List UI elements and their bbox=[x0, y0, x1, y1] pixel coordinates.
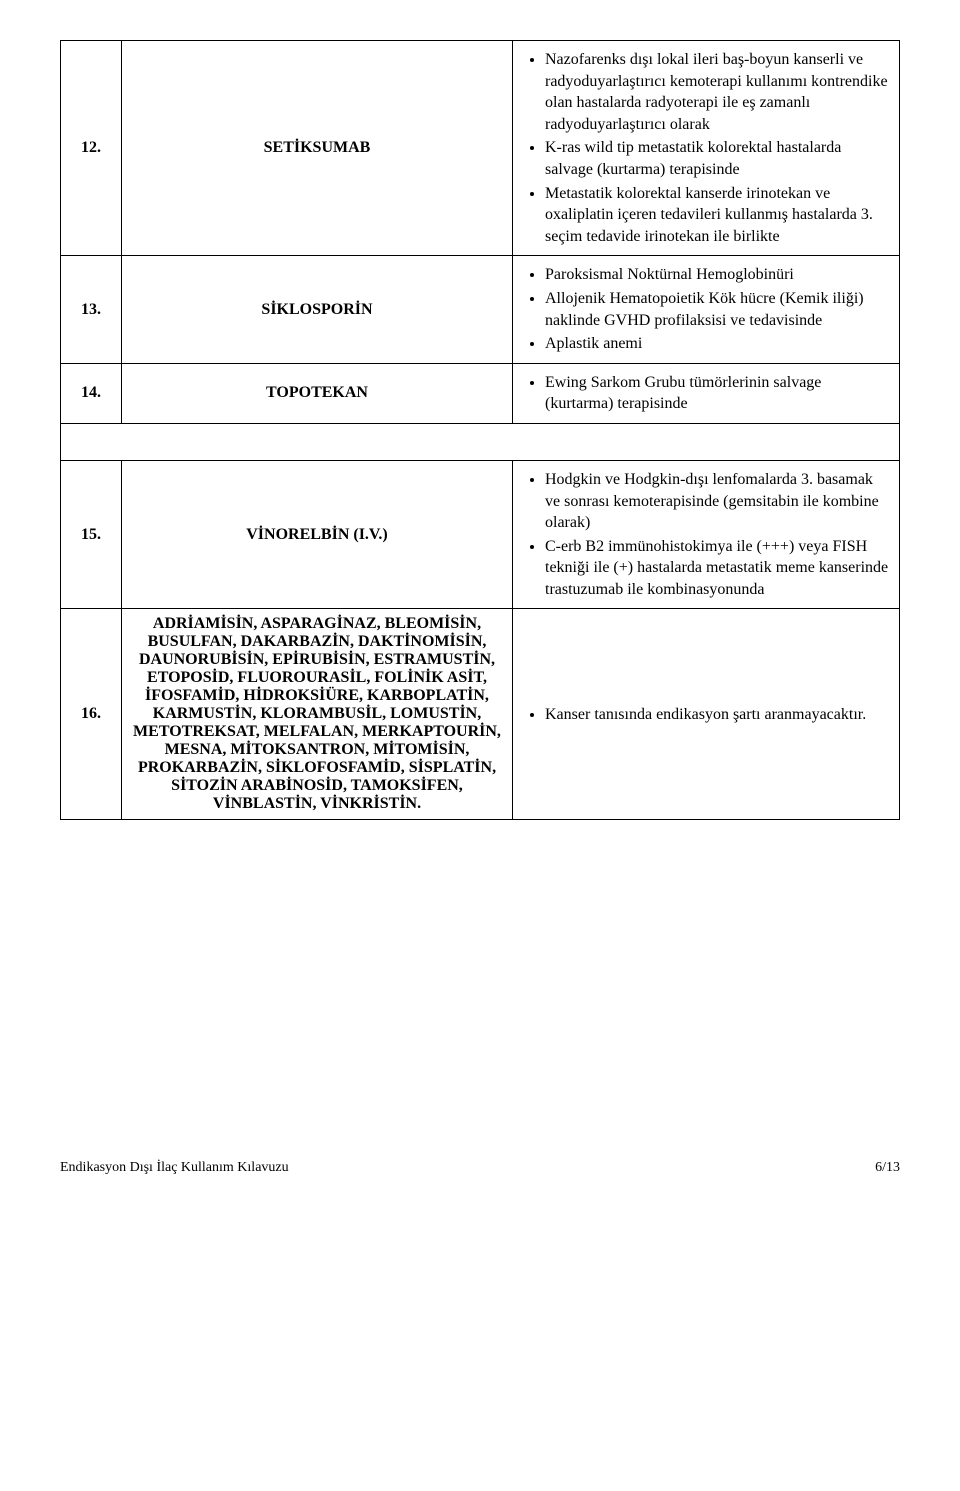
drug-name: ADRİAMİSİN, ASPARAGİNAZ, BLEOMİSİN, BUSU… bbox=[122, 609, 513, 820]
page-footer: Endikasyon Dışı İlaç Kullanım Kılavuzu 6… bbox=[0, 1160, 960, 1206]
row-index: 13. bbox=[61, 256, 122, 363]
bullet-item: Kanser tanısında endikasyon şartı aranma… bbox=[545, 704, 889, 726]
bullet-item: Aplastik anemi bbox=[545, 333, 889, 355]
table-row: 15.VİNORELBİN (I.V.) Hodgkin ve Hodgkin-d… bbox=[61, 460, 900, 609]
drug-name: TOPOTEKAN bbox=[122, 363, 513, 423]
drug-table: 12.SETİKSUMAB Nazofarenks dışı lokal iler… bbox=[60, 40, 900, 820]
row-index: 16. bbox=[61, 609, 122, 820]
bullet-item: Allojenik Hematopoietik Kök hücre (Kemik… bbox=[545, 288, 889, 331]
bullet-list: Ewing Sarkom Grubu tümörlerinin salvage … bbox=[523, 372, 889, 415]
footer-left: Endikasyon Dışı İlaç Kullanım Kılavuzu bbox=[60, 1160, 289, 1176]
table-row: 13.SİKLOSPORİNParoksismal Noktürnal Hemo… bbox=[61, 256, 900, 363]
row-index: 15. bbox=[61, 460, 122, 609]
row-index: 12. bbox=[61, 41, 122, 256]
bullet-list: Kanser tanısında endikasyon şartı aranma… bbox=[523, 704, 889, 726]
bullet-list: Nazofarenks dışı lokal ileri baş-boyun k… bbox=[523, 49, 889, 247]
description-cell: Hodgkin ve Hodgkin-dışı lenfomalarda 3. … bbox=[513, 460, 900, 609]
bullet-list: Paroksismal Noktürnal HemoglobinüriAlloj… bbox=[523, 264, 889, 354]
drug-name: SİKLOSPORİN bbox=[122, 256, 513, 363]
bullet-item: Ewing Sarkom Grubu tümörlerinin salvage … bbox=[545, 372, 889, 415]
bullet-item: Hodgkin ve Hodgkin-dışı lenfomalarda 3. … bbox=[545, 469, 889, 534]
table-row: 14.TOPOTEKAN Ewing Sarkom Grubu tümörleri… bbox=[61, 363, 900, 423]
footer-right: 6/13 bbox=[875, 1160, 900, 1176]
row-index: 14. bbox=[61, 363, 122, 423]
table-row: 12.SETİKSUMAB Nazofarenks dışı lokal iler… bbox=[61, 41, 900, 256]
bullet-item: Nazofarenks dışı lokal ileri baş-boyun k… bbox=[545, 49, 889, 135]
table-row: 16.ADRİAMİSİN, ASPARAGİNAZ, BLEOMİSİN, B… bbox=[61, 609, 900, 820]
drug-name: VİNORELBİN (I.V.) bbox=[122, 460, 513, 609]
description-cell: Nazofarenks dışı lokal ileri baş-boyun k… bbox=[513, 41, 900, 256]
bullet-item: Paroksismal Noktürnal Hemoglobinüri bbox=[545, 264, 889, 286]
bullet-item: Metastatik kolorektal kanserde irinoteka… bbox=[545, 183, 889, 248]
bullet-list: Hodgkin ve Hodgkin-dışı lenfomalarda 3. … bbox=[523, 469, 889, 601]
bullet-item: C-erb B2 immünohistokimya ile (+++) veya… bbox=[545, 536, 889, 601]
description-cell: Kanser tanısında endikasyon şartı aranma… bbox=[513, 609, 900, 820]
bullet-item: K-ras wild tip metastatik kolorektal has… bbox=[545, 137, 889, 180]
description-cell: Ewing Sarkom Grubu tümörlerinin salvage … bbox=[513, 363, 900, 423]
drug-name: SETİKSUMAB bbox=[122, 41, 513, 256]
description-cell: Paroksismal Noktürnal HemoglobinüriAlloj… bbox=[513, 256, 900, 363]
